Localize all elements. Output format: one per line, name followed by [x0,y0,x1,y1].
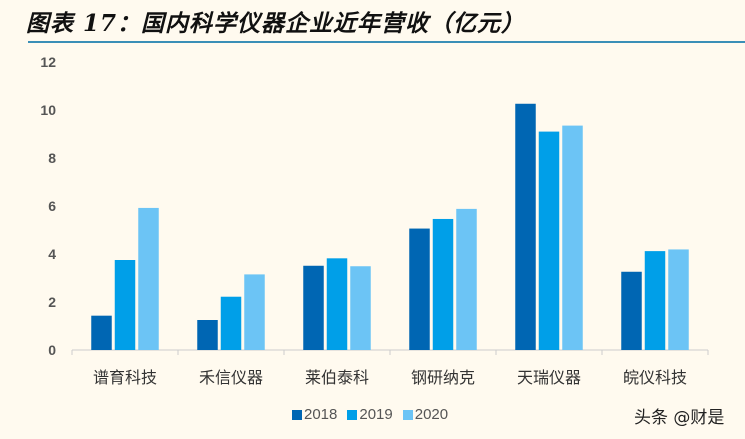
y-tick-label: 0 [48,342,56,358]
x-tick-label: 钢研纳克 [411,368,475,387]
y-tick-label: 6 [48,198,56,214]
x-tick-label: 皖仪科技 [623,368,687,387]
legend-label: 2020 [414,406,449,423]
bar-2019-5 [644,251,666,350]
bar-2020-4 [562,125,583,350]
x-tick-label: 莱伯泰科 [305,368,369,387]
bar-2020-2 [350,266,371,350]
legend-swatch [347,409,358,420]
x-tick-label: 谱育科技 [93,368,157,387]
legend-label: 2018 [304,406,338,423]
legend: 2018 2019 2020 [292,406,448,423]
bar-2018-2 [303,265,324,350]
legend-label: 2019 [359,406,393,423]
bar-2019-3 [432,218,454,350]
bar-2020-5 [668,249,689,350]
x-tick-label: 天瑞仪器 [517,368,581,387]
y-tick-label: 2 [48,294,56,310]
bar-2018-1 [197,320,218,350]
chart-title: 图表 17：国内科学仪器企业近年营收（亿元） [26,10,526,37]
bar-2020-0 [138,207,159,350]
x-tick-label: 禾信仪器 [199,368,263,387]
bar-2020-3 [456,208,477,350]
y-tick-label: 10 [40,102,56,118]
legend-swatch [402,409,413,420]
bar-2019-1 [220,296,242,350]
bar-2019-0 [114,260,136,350]
y-tick-label: 4 [48,246,56,262]
bar-2019-2 [326,258,348,350]
bar-2018-3 [409,228,430,350]
legend-item-2020: 2020 [402,406,449,423]
legend-item-2019: 2019 [347,406,393,423]
bar-2020-1 [244,274,265,350]
y-tick-label: 12 [40,54,56,70]
y-tick-label: 8 [48,150,56,166]
bar-2018-0 [91,315,112,350]
title-divider [28,41,745,43]
legend-swatch [292,409,302,420]
bar-2018-5 [621,271,642,350]
watermark: 头条 @财是 [634,408,725,428]
legend-item-2018: 2018 [292,406,337,423]
bar-2018-4 [515,103,536,350]
bar-2019-4 [538,131,560,350]
